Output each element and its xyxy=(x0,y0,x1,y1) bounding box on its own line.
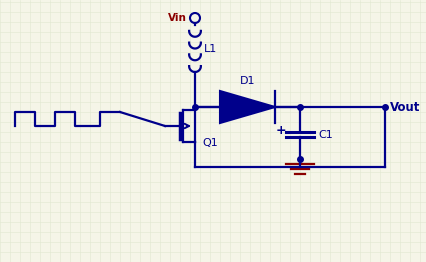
Text: Vin: Vin xyxy=(168,13,187,23)
Polygon shape xyxy=(219,91,274,123)
Text: Vout: Vout xyxy=(389,101,419,113)
Text: Q1: Q1 xyxy=(201,138,217,148)
Text: D1: D1 xyxy=(239,76,255,86)
Text: +: + xyxy=(275,123,286,137)
Text: L1: L1 xyxy=(203,43,216,53)
Text: C1: C1 xyxy=(317,129,332,139)
